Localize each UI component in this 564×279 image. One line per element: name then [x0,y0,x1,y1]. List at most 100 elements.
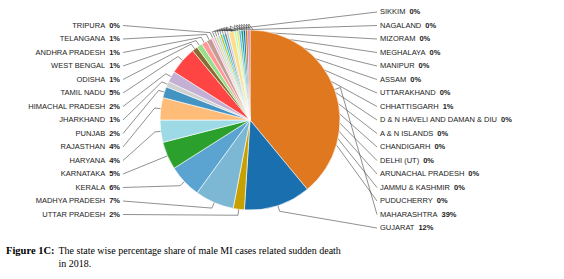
slice-percent: 0% [437,196,448,205]
pie-slice [236,31,250,120]
slice-percent: 5% [109,88,120,97]
slice-name: D & N HAVELI AND DAMAN & DIU [380,115,497,124]
slice-name: PUDUCHERRY [380,196,433,205]
slice-label: ASSAM0% [380,74,421,83]
slice-name: ANDHRA PRADESH [36,47,106,56]
slice-label: ODISHA 1% [76,74,120,83]
slice-name: GUJARAT [380,223,415,232]
slice-label: DELHI (UT)0% [380,155,434,164]
slice-name: MADHYA PRADESH [36,196,105,205]
slice-label: GUJARAT12% [380,223,434,232]
slice-label: PUDUCHERRY 0% [380,196,448,205]
slice-percent: 0% [501,115,512,124]
slice-label: ARUNACHAL PRADESH 0% [380,169,479,178]
caption-title: Figure 1C: [6,245,55,256]
slice-label: MIZORAM 0% [380,34,431,43]
slice-name: UTTAR PRADESH [42,209,105,218]
slice-percent: 2% [109,128,120,137]
slice-label: UTTARAKHAND 0% [380,88,451,97]
slice-label: CHANDIGARH 0% [380,142,446,151]
slice-name: JAMMU & KASHMIR [380,182,451,191]
leader-line [123,120,250,215]
slice-label: MADHYA PRADESH 7% [36,196,121,205]
pie-slice [239,30,250,120]
pie-slice [241,30,250,120]
slice-name: HIMACHAL PRADESH [28,101,105,110]
labels: UTTAR PRADESH 2% MADHYA PRADESH 7% KERALA6% K… [28,7,512,232]
slice-label: KERALA6% [76,182,121,191]
pie [160,30,340,210]
slice-label: JHARKHAND 1% [59,115,120,124]
slice-name: JHARKHAND [59,115,105,124]
slice-label: NAGALAND0% [380,20,436,29]
slice-label: ANDHRA PRADESH1% [36,47,121,56]
slice-label: MAHARASHTRA 39% [380,209,457,218]
slice-label: CHHATTISGARH1% [380,101,454,110]
slice-name: WEST BENGAL [51,61,105,70]
slice-label: KARNATAKA 5% [61,169,120,178]
slice-label: D & N HAVELI AND DAMAN & DIU 0% [380,115,512,124]
slice-label: TAMIL NADU5% [61,88,121,97]
leader-line [123,26,250,121]
slice-label: SIKKIM 0% [380,7,421,16]
slice-name: SIKKIM [380,7,405,16]
slice-percent: 1% [109,74,120,83]
slice-name: MIZORAM [380,34,415,43]
slice-name: DELHI (UT) [380,155,420,164]
slice-percent: 4% [109,155,120,164]
slice-percent: 2% [109,209,120,218]
pie-slice [160,120,250,142]
pie-slice [248,30,250,120]
slice-label: PUNJAB2% [76,128,121,137]
slice-label: TELANGANA1% [60,34,121,43]
slice-name: KARNATAKA [61,169,105,178]
slice-percent: 12% [418,223,433,232]
slice-name: NAGALAND [380,20,422,29]
caption-text: in 2018. [59,258,92,269]
slice-percent: 0% [425,20,436,29]
slice-name: TRIPURA [72,20,105,29]
slice-percent: 0% [468,169,479,178]
slice-percent: 1% [109,115,120,124]
slice-name: MANIPUR [380,61,415,70]
slice-percent: 39% [442,209,457,218]
slice-name: MAHARASHTRA [380,209,438,218]
slice-name: ASSAM [380,74,406,83]
chart: UTTAR PRADESH 2% MADHYA PRADESH 7% KERALA6% K… [0,0,564,279]
slice-percent: 0% [430,47,441,56]
slice-percent: 0% [419,34,430,43]
slice-percent: 0% [409,7,420,16]
slice-percent: 0% [109,20,120,29]
slice-label: HIMACHAL PRADESH 2% [28,101,120,110]
pie-slice [244,120,307,210]
slice-percent: 5% [109,169,120,178]
slice-label: MANIPUR 0% [380,61,430,70]
pie-slice [245,30,250,120]
slice-name: TELANGANA [60,34,105,43]
pie-slice [234,31,250,120]
slice-name: RAJASTHAN [61,142,106,151]
pie-slice [243,30,250,120]
slice-label: TRIPURA 0% [72,20,120,29]
caption-text: The state wise percentage share of male … [59,245,341,256]
slice-percent: 0% [434,142,445,151]
slice-label: A & N ISLANDS0% [380,128,449,137]
slice-name: ODISHA [76,74,105,83]
slice-label: HARYANA4% [70,155,121,164]
slice-label: WEST BENGAL1% [51,61,120,70]
slice-name: UTTARAKHAND [380,88,436,97]
slice-percent: 7% [109,196,120,205]
slice-percent: 1% [443,101,454,110]
leader-line [123,120,250,208]
slice-name: A & N ISLANDS [380,128,433,137]
slice-label: MEGHALAYA0% [380,47,441,56]
slice-percent: 0% [440,88,451,97]
slice-percent: 6% [109,182,120,191]
slice-name: TAMIL NADU [61,88,106,97]
slice-percent: 2% [109,101,120,110]
slice-name: ARUNACHAL PRADESH [380,169,464,178]
slice-name: CHANDIGARH [380,142,430,151]
slice-percent: 4% [109,142,120,151]
slice-percent: 0% [454,182,465,191]
slice-percent: 0% [419,61,430,70]
